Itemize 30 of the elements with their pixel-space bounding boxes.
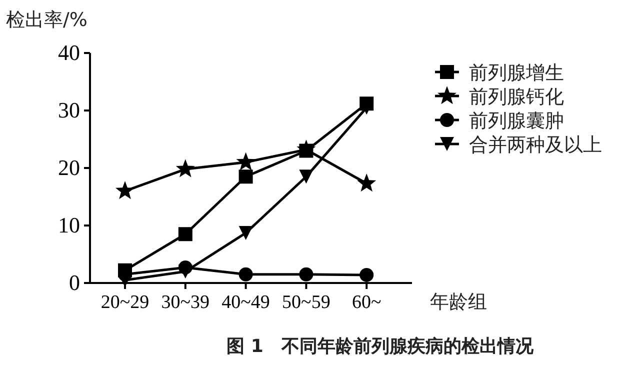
point (360, 268, 374, 282)
y-tick-label: 0 (69, 270, 80, 295)
point (178, 227, 192, 242)
legend-label: 前列腺钙化 (469, 86, 564, 108)
legend-label: 前列腺增生 (469, 62, 564, 84)
text: 图 1 不同年龄前列腺疾病的检出情况 (226, 336, 534, 357)
point (357, 174, 376, 192)
y-axis-title: 检出率/% (6, 9, 88, 31)
legend-label: 前列腺囊肿 (469, 110, 564, 132)
point (176, 159, 195, 178)
y-tick-label: 30 (58, 98, 80, 122)
x-tick-label: 50~59 (282, 292, 330, 313)
point (296, 140, 316, 158)
point (236, 152, 256, 170)
y-tick-label: 40 (58, 40, 80, 65)
point (360, 100, 374, 115)
point (299, 170, 314, 184)
legend-label: 合并两种及以上 (469, 134, 602, 156)
x-tick-label: 60~ (352, 292, 382, 313)
x-tick-label: 30~39 (161, 292, 210, 313)
point (299, 267, 314, 282)
point (238, 170, 253, 184)
x-tick-label: 40~49 (222, 292, 270, 313)
point (178, 264, 192, 278)
point (238, 226, 253, 240)
x-axis-title: 年龄组 (430, 291, 487, 313)
point (238, 267, 253, 282)
x-tick-label: 20~29 (100, 292, 150, 313)
y-tick-label: 10 (58, 212, 80, 238)
y-tick-label: 20 (58, 155, 80, 180)
